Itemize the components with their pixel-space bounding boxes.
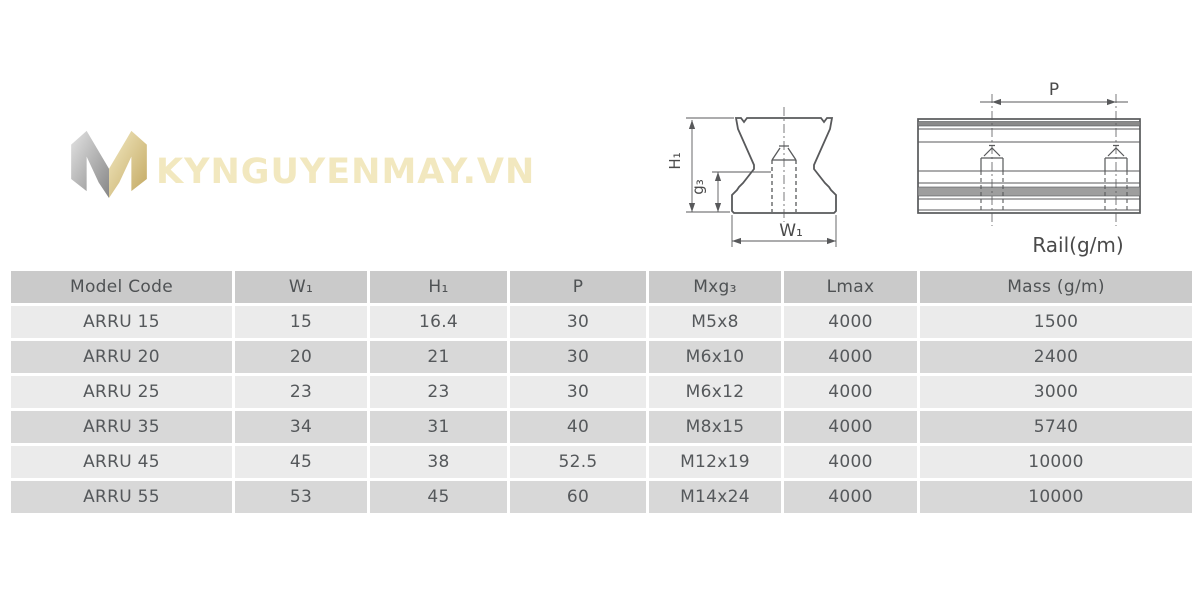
- column-header-w1: W₁: [232, 268, 370, 306]
- cell-mxg3: M14x24: [646, 478, 784, 516]
- cell-w1: 20: [232, 338, 370, 376]
- table-row-arru-55: ARRU 55 53 45 60 M14x24 4000 10000: [8, 478, 1195, 516]
- dim-label-w1: W₁: [779, 221, 803, 241]
- rail-spec-table: Model Code W₁ H₁ P Mxg₃ Lmax Mass (g/m) …: [8, 268, 1195, 516]
- rail-caption: Rail(g/m): [1032, 233, 1123, 257]
- cell-mxg3: M12x19: [646, 443, 784, 481]
- column-header-model-code: Model Code: [8, 268, 235, 306]
- cell-model: ARRU 55: [8, 478, 235, 516]
- column-header-lmax: Lmax: [781, 268, 920, 306]
- dimension-arrowheads: [992, 98, 1116, 106]
- rail-cross-section-drawing: H₁ g₃ W₁: [666, 107, 837, 247]
- cell-model: ARRU 35: [8, 408, 235, 446]
- cell-p: 30: [507, 338, 649, 376]
- table-row-arru-45: ARRU 45 45 38 52.5 M12x19 4000 10000: [8, 443, 1195, 481]
- cell-mass: 5740: [917, 408, 1195, 446]
- cell-h1: 45: [367, 478, 510, 516]
- cell-h1: 31: [367, 408, 510, 446]
- column-header-mass: Mass (g/m): [917, 268, 1195, 306]
- cell-p: 60: [507, 478, 649, 516]
- cell-model: ARRU 45: [8, 443, 235, 481]
- rail-side-view-drawing: P Rail(g/m): [917, 80, 1141, 257]
- cell-model: ARRU 15: [8, 303, 235, 341]
- cell-h1: 21: [367, 338, 510, 376]
- table-row-arru-15: ARRU 15 15 16.4 30 M5x8 4000 1500: [8, 303, 1195, 341]
- cell-lmax: 4000: [781, 373, 920, 411]
- cell-lmax: 4000: [781, 303, 920, 341]
- cell-mxg3: M5x8: [646, 303, 784, 341]
- logo-m-icon: [71, 130, 147, 198]
- cell-model: ARRU 20: [8, 338, 235, 376]
- cell-mass: 10000: [917, 478, 1195, 516]
- cell-mass: 3000: [917, 373, 1195, 411]
- cell-mxg3: M6x10: [646, 338, 784, 376]
- table-header-row: Model Code W₁ H₁ P Mxg₃ Lmax Mass (g/m): [8, 268, 1195, 306]
- cell-p: 52.5: [507, 443, 649, 481]
- cell-p: 30: [507, 373, 649, 411]
- dim-label-g3: g₃: [689, 179, 707, 195]
- dimension-arrowheads: [688, 120, 836, 245]
- cell-mass: 1500: [917, 303, 1195, 341]
- brand-logo: KYNGUYENMAY.VN: [66, 122, 535, 212]
- cell-h1: 38: [367, 443, 510, 481]
- cell-mass: 10000: [917, 443, 1195, 481]
- cell-lmax: 4000: [781, 338, 920, 376]
- cell-w1: 23: [232, 373, 370, 411]
- cell-p: 30: [507, 303, 649, 341]
- table-row-arru-20: ARRU 20 20 21 30 M6x10 4000 2400: [8, 338, 1195, 376]
- cell-lmax: 4000: [781, 443, 920, 481]
- cell-p: 40: [507, 408, 649, 446]
- table-row-arru-35: ARRU 35 34 31 40 M8x15 4000 5740: [8, 408, 1195, 446]
- cell-h1: 16.4: [367, 303, 510, 341]
- cell-w1: 34: [232, 408, 370, 446]
- cell-mxg3: M6x12: [646, 373, 784, 411]
- cell-w1: 45: [232, 443, 370, 481]
- logo-text: KYNGUYENMAY.VN: [156, 152, 536, 192]
- cell-mxg3: M8x15: [646, 408, 784, 446]
- cell-model: ARRU 25: [8, 373, 235, 411]
- cell-mass: 2400: [917, 338, 1195, 376]
- cell-lmax: 4000: [781, 478, 920, 516]
- cell-w1: 15: [232, 303, 370, 341]
- cell-h1: 23: [367, 373, 510, 411]
- dim-label-p: P: [1049, 80, 1059, 100]
- column-header-mxg3: Mxg₃: [646, 268, 784, 306]
- cell-w1: 53: [232, 478, 370, 516]
- table-row-arru-25: ARRU 25 23 23 30 M6x12 4000 3000: [8, 373, 1195, 411]
- column-header-p: P: [507, 268, 649, 306]
- cell-lmax: 4000: [781, 408, 920, 446]
- dim-label-h1: H₁: [666, 152, 684, 169]
- column-header-h1: H₁: [367, 268, 510, 306]
